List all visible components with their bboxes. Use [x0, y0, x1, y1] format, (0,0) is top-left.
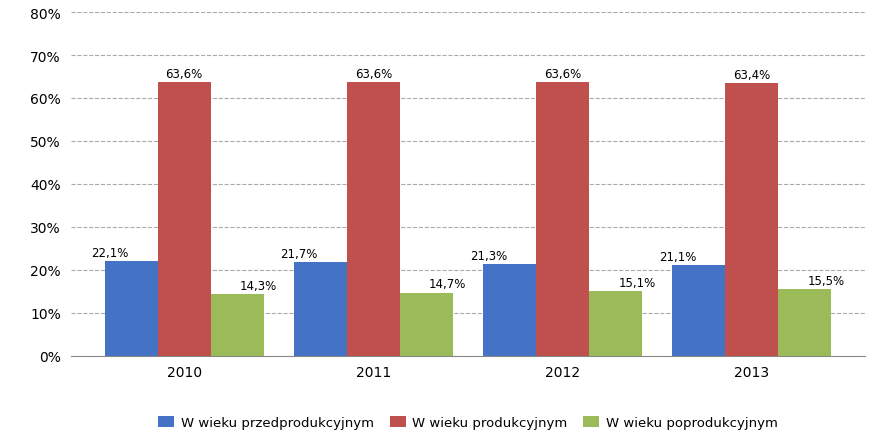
Text: 14,7%: 14,7%	[429, 278, 466, 291]
Legend: W wieku przedprodukcyjnym, W wieku produkcyjnym, W wieku poprodukcyjnym: W wieku przedprodukcyjnym, W wieku produ…	[153, 411, 783, 434]
Bar	[158, 83, 211, 356]
Text: 63,6%: 63,6%	[165, 68, 203, 81]
Text: 14,3%: 14,3%	[240, 279, 277, 293]
Text: 21,7%: 21,7%	[281, 248, 318, 261]
Bar	[400, 293, 453, 356]
Bar	[211, 295, 264, 356]
Bar	[347, 83, 400, 356]
Text: 21,1%: 21,1%	[659, 250, 696, 263]
Bar	[536, 83, 589, 356]
Bar	[483, 265, 536, 356]
Bar	[672, 266, 725, 356]
Text: 63,6%: 63,6%	[355, 68, 392, 81]
Text: 63,6%: 63,6%	[544, 68, 581, 81]
Text: 15,1%: 15,1%	[618, 276, 655, 289]
Bar	[778, 289, 831, 356]
Text: 63,4%: 63,4%	[733, 69, 771, 82]
Text: 22,1%: 22,1%	[91, 246, 129, 259]
Text: 15,5%: 15,5%	[807, 274, 844, 287]
Bar	[589, 291, 642, 356]
Bar	[105, 261, 158, 356]
Bar	[294, 263, 347, 356]
Bar	[725, 84, 778, 356]
Text: 21,3%: 21,3%	[470, 250, 507, 263]
